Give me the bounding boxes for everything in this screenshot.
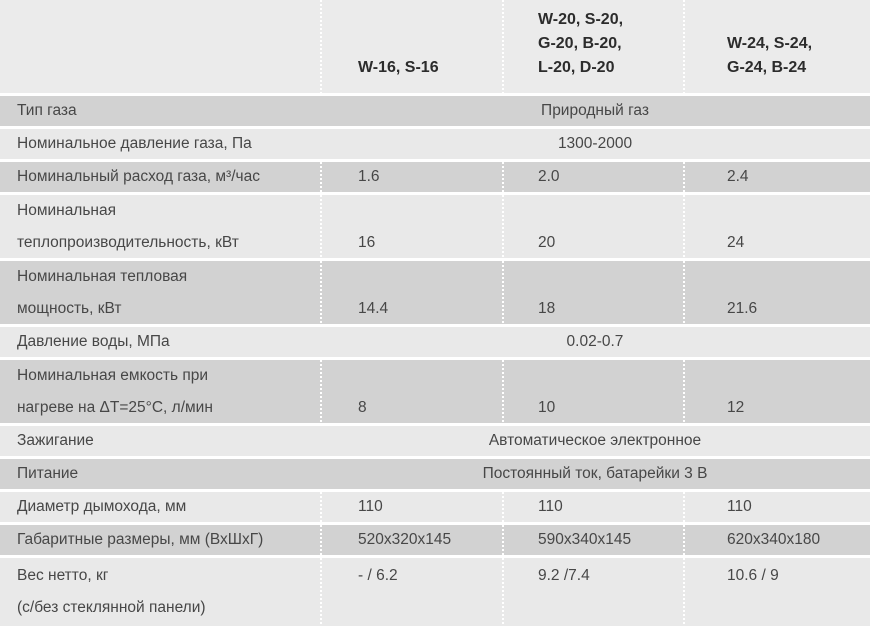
row-label: Габаритные размеры, мм (ВхШхГ): [0, 525, 320, 555]
row-label-line: Питание: [17, 465, 79, 482]
spanned-value-cell: Автоматическое электронное: [488, 432, 702, 449]
value-cell: 16: [320, 195, 502, 258]
value-cell: 2.4: [683, 162, 870, 192]
column-header-w20: W-20, S-20, G-20, B-20, L-20, D-20: [502, 0, 683, 93]
table-row: Зажигание Автоматическое электронное: [0, 426, 870, 456]
table-row: Давление воды, МПа 0.02-0.7: [0, 327, 870, 357]
value-cell: 110: [683, 492, 870, 522]
value-cell: 24: [683, 195, 870, 258]
value-cell: 110: [502, 492, 683, 522]
row-label-line: Номинальный расход газа, м³/час: [17, 168, 260, 185]
row-label-line: теплопроизводительность, кВт: [17, 233, 239, 251]
row-label-line: (с/без стеклянной панели): [17, 599, 206, 616]
row-label: Номинальный расход газа, м³/час: [0, 162, 320, 192]
table-row: Номинальная теплопроизводительность, кВт 1…: [0, 195, 870, 258]
row-label-line: Габаритные размеры, мм (ВхШхГ): [17, 531, 264, 548]
row-label: Номинальная тепловая мощность, кВт: [0, 261, 320, 324]
value-cell: 110: [320, 492, 502, 522]
table-row: Питание Постоянный ток, батарейки 3 В: [0, 459, 870, 489]
value-cell: 21.6: [683, 261, 870, 324]
table-row: Номинальное давление газа, Па 1300-2000: [0, 129, 870, 159]
row-label-line: Номинальная: [17, 202, 117, 219]
table-row: Номинальный расход газа, м³/час 1.6 2.0 2.4: [0, 162, 870, 192]
value-cell: 20: [502, 195, 683, 258]
row-label: Номинальная теплопроизводительность, кВт: [0, 195, 320, 258]
table-row: Тип газа Природный газ: [0, 96, 870, 126]
value-cell: 18: [502, 261, 683, 324]
row-label-line: нагреве на ΔT=25°C, л/мин: [17, 398, 213, 416]
value-cell: 1.6: [320, 162, 502, 192]
row-label-line: Давление воды, МПа: [17, 333, 170, 350]
value-cell: 10.6 / 9: [683, 558, 870, 626]
row-label-line: мощность, кВт: [17, 299, 122, 317]
row-label-line: Диаметр дымохода, мм: [17, 498, 187, 515]
row-label: Тип газа: [0, 96, 320, 126]
row-label: Диаметр дымохода, мм: [0, 492, 320, 522]
spanned-value-cell: 0.02-0.7: [566, 333, 624, 350]
value-cell: 2.0: [502, 162, 683, 192]
table-row: Габаритные размеры, мм (ВхШхГ) 520x320x14…: [0, 525, 870, 555]
value-cell: 10: [502, 360, 683, 423]
table-row: Номинальная тепловая мощность, кВт 14.4 18 2…: [0, 261, 870, 324]
column-header-w24: W-24, S-24, G-24, B-24: [683, 0, 870, 93]
row-label: Питание: [0, 459, 320, 489]
row-label-line: Номинальная емкость при: [17, 367, 209, 384]
spanned-value-cell: Природный газ: [541, 102, 649, 119]
value-cell: - / 6.2: [320, 558, 502, 626]
table-row: Номинальная емкость при нагреве на ΔT=25°…: [0, 360, 870, 423]
table-row: Вес нетто, кг (с/без стеклянной панели) - …: [0, 558, 870, 626]
row-label: Давление воды, МПа: [0, 327, 320, 357]
row-label: Зажигание: [0, 426, 320, 456]
row-label-line: Вес нетто, кг: [17, 567, 109, 584]
column-header-w16: W-16, S-16: [320, 0, 502, 93]
value-cell: 520x320x145: [320, 525, 502, 555]
spanned-value-cell: Постоянный ток, батарейки 3 В: [482, 465, 708, 482]
row-label: Вес нетто, кг (с/без стеклянной панели): [0, 558, 320, 626]
table-body: Тип газа Природный газ Номинальное давлени…: [0, 96, 870, 626]
spanned-value-cell: 1300-2000: [557, 135, 633, 152]
row-label-line: Зажигание: [17, 432, 94, 449]
table-header-row: W-16, S-16 W-20, S-20, G-20, B-20, L-20,…: [0, 0, 870, 93]
row-label: Номинальное давление газа, Па: [0, 129, 320, 159]
row-label-line: Тип газа: [17, 102, 77, 119]
value-cell: 590x340x145: [502, 525, 683, 555]
value-cell: 8: [320, 360, 502, 423]
table-row: Диаметр дымохода, мм 110 110 110: [0, 492, 870, 522]
value-cell: 14.4: [320, 261, 502, 324]
value-cell: 9.2 /7.4: [502, 558, 683, 626]
header-empty-cell: [0, 0, 320, 93]
row-label-line: Номинальная тепловая: [17, 268, 188, 285]
row-label: Номинальная емкость при нагреве на ΔT=25°…: [0, 360, 320, 423]
value-cell: 12: [683, 360, 870, 423]
value-cell: 620x340x180: [683, 525, 870, 555]
row-label-line: Номинальное давление газа, Па: [17, 135, 252, 152]
